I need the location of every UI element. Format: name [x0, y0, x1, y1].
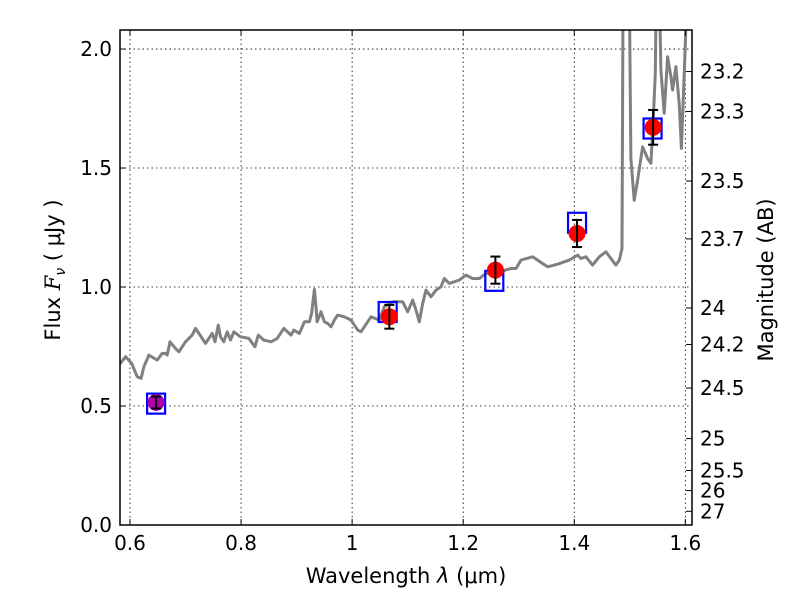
x-tick-label: 1.4 — [558, 531, 590, 555]
markers-layer — [145, 108, 663, 415]
plot-background — [120, 30, 692, 525]
x-tick-label: 0.6 — [114, 531, 146, 555]
x-axis-label: Wavelength λ (μm) — [306, 564, 507, 588]
y2-axis-label: Magnitude (AB) — [754, 198, 778, 361]
y2-tick-label: 24.2 — [700, 332, 745, 356]
y2-tick-label: 24 — [700, 296, 725, 320]
y2-tick-label: 23.3 — [700, 99, 745, 123]
x-tick-label: 1.2 — [447, 531, 479, 555]
model-square-marker — [145, 392, 167, 415]
x-tick-label: 1 — [346, 531, 359, 555]
axis-ticks: 0.6 0.8 1 1.2 1.4 1.6 0.0 0.5 1.0 1.5 2.0 23.2 23.3 2… — [80, 30, 745, 555]
y-axis-label: Flux Fν ( μJy ) — [41, 199, 69, 340]
y2-tick-label: 23.7 — [700, 227, 745, 251]
y2-tick-label: 23.5 — [700, 169, 745, 193]
y-tick-label: 0.5 — [80, 394, 112, 418]
plot-frame — [119, 29, 693, 526]
y2-tick-label: 27 — [700, 499, 725, 523]
y2-tick-label: 25 — [700, 427, 725, 451]
y2-tick-label: 25.5 — [700, 458, 745, 482]
y-tick-label: 2.0 — [80, 37, 112, 61]
y2-tick-label: 23.2 — [700, 60, 745, 84]
y-tick-label: 0.0 — [80, 513, 112, 537]
x-tick-label: 0.8 — [225, 531, 257, 555]
x-tick-label: 1.6 — [669, 531, 701, 555]
y-tick-label: 1.5 — [80, 156, 112, 180]
y2-tick-label: 24.5 — [700, 376, 745, 400]
y-tick-label: 1.0 — [80, 275, 112, 299]
y2-tick-label: 26 — [700, 479, 725, 503]
